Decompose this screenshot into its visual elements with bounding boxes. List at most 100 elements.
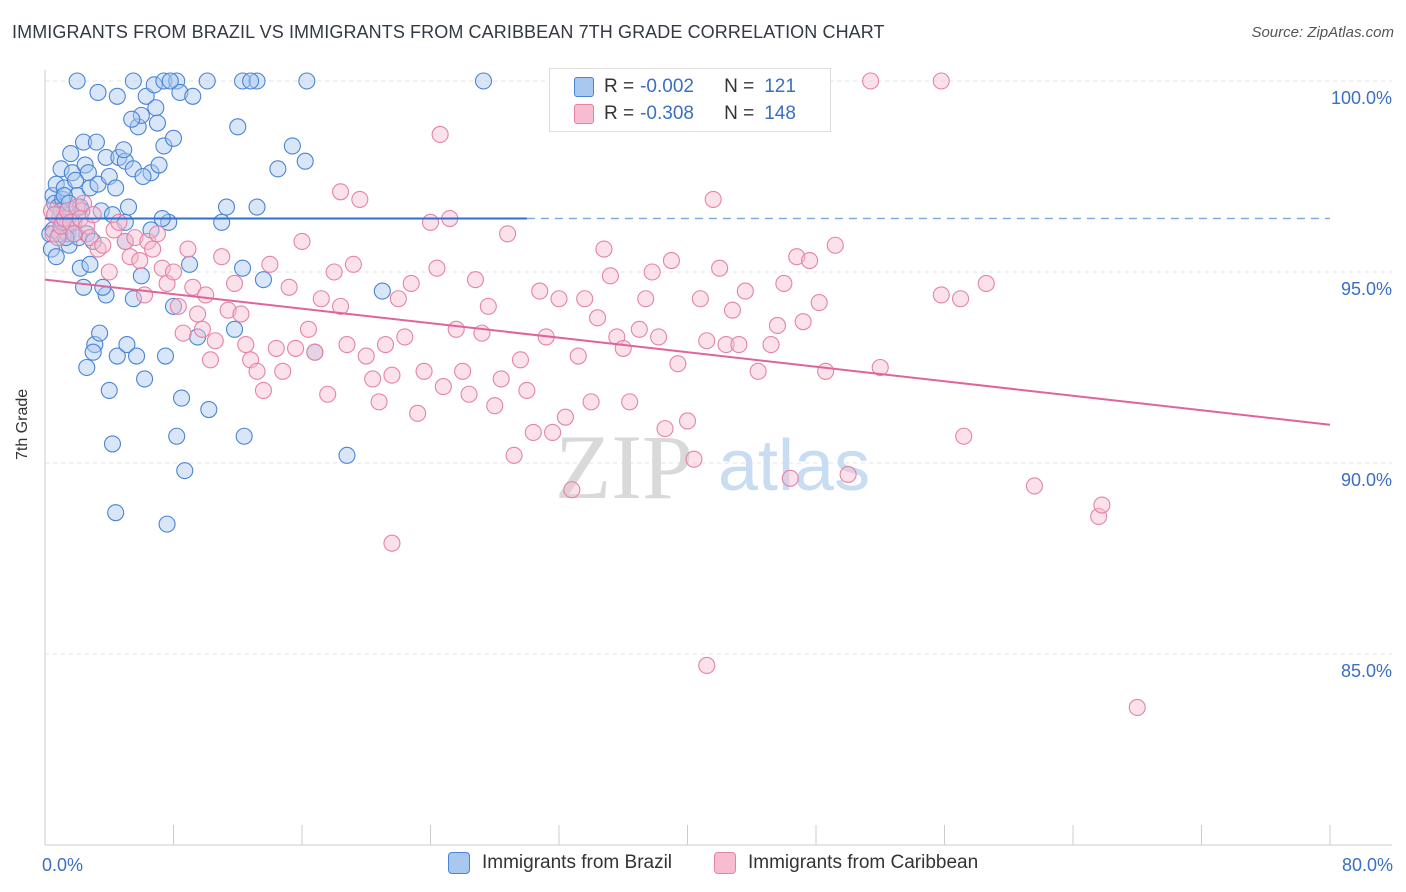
legend-swatch-caribbean	[574, 104, 594, 124]
brazil-point	[97, 148, 115, 166]
caribbean-point	[576, 290, 594, 308]
caribbean-point	[325, 263, 343, 281]
caribbean-point	[630, 320, 648, 338]
caribbean-point	[376, 336, 395, 354]
brazil-point	[81, 255, 99, 273]
brazil-point	[164, 297, 183, 315]
brazil-point	[119, 198, 138, 216]
brazil-point	[81, 179, 99, 197]
brazil-point	[103, 435, 122, 453]
legend-row-brazil: R = -0.002 N = 121	[574, 75, 796, 99]
caribbean-point	[479, 297, 497, 315]
caribbean-point	[254, 381, 273, 399]
caribbean-point	[977, 274, 995, 293]
caribbean-point	[357, 347, 375, 365]
caribbean-point	[569, 347, 587, 365]
caribbean-point	[421, 213, 440, 231]
caribbean-point	[312, 290, 330, 308]
brazil-point	[115, 141, 133, 159]
brazil-point	[298, 72, 316, 90]
caribbean-point	[650, 328, 668, 346]
brazil-point	[269, 160, 287, 178]
caribbean-point	[595, 240, 613, 258]
caribbean-point	[338, 336, 356, 354]
brazil-points	[41, 72, 493, 533]
watermark-zip: ZIP	[555, 416, 693, 518]
legend-n-label: N =	[724, 76, 755, 97]
caribbean-point	[189, 305, 207, 323]
bottom-swatch-caribbean	[714, 852, 736, 874]
brazil-point	[124, 290, 142, 308]
bottom-legend-label-caribbean: Immigrants from Caribbean	[748, 852, 979, 873]
y-tick-label: 100.0%	[1331, 88, 1392, 108]
caribbean-point	[389, 290, 407, 308]
caribbean-point	[237, 336, 255, 354]
bottom-legend-caribbean: Immigrants from Caribbean	[714, 852, 978, 874]
caribbean-point	[662, 251, 680, 270]
caribbean-point	[492, 370, 510, 388]
brazil-point	[373, 282, 391, 300]
bottom-swatch-brazil	[448, 852, 470, 874]
brazil-point	[234, 259, 252, 277]
caribbean-point	[293, 232, 311, 250]
caribbean-point	[656, 420, 674, 438]
chart-title: IMMIGRANTS FROM BRAZIL VS IMMIGRANTS FRO…	[12, 22, 885, 42]
caribbean-point	[287, 339, 305, 357]
caribbean-point	[201, 351, 219, 369]
bottom-legend-label-brazil: Immigrants from Brazil	[482, 852, 673, 873]
caribbean-point	[544, 423, 562, 441]
caribbean-point	[396, 328, 414, 346]
caribbean-point	[730, 336, 748, 354]
brazil-point	[75, 133, 93, 151]
stats-legend: R = -0.002 N = 121 R = -0.308 N = 148	[549, 68, 831, 132]
brazil-point	[158, 515, 176, 533]
caribbean-point	[614, 339, 632, 357]
brazil-point	[229, 118, 247, 136]
caribbean-points	[42, 72, 1146, 717]
caribbean-point	[364, 370, 382, 388]
brazil-point	[123, 110, 141, 128]
brazil-point	[474, 72, 493, 90]
caribbean-point	[213, 248, 231, 266]
caribbean-point	[447, 320, 465, 338]
caribbean-point	[862, 72, 880, 90]
caribbean-point	[261, 255, 279, 273]
brazil-point	[107, 504, 125, 522]
caribbean-point	[511, 351, 530, 369]
caribbean-point	[781, 469, 799, 487]
caribbean-point	[736, 282, 754, 300]
x-tick-label: 80.0%	[1342, 855, 1393, 875]
caribbean-point	[723, 301, 742, 319]
caribbean-point	[505, 446, 523, 464]
caribbean-point	[267, 339, 285, 357]
y-tick-label: 95.0%	[1341, 279, 1392, 299]
tick-labels: 85.0% 90.0% 95.0% 100.0% 0.0% 80.0%	[42, 88, 1393, 875]
trend-lines	[44, 217, 1331, 426]
brazil-point	[296, 152, 314, 170]
caribbean-point	[794, 313, 812, 331]
source-label: Source: ZipAtlas.com	[1251, 24, 1394, 41]
brazil-point	[171, 83, 189, 102]
caribbean-point	[164, 263, 183, 281]
caribbean-point	[810, 294, 828, 312]
caribbean-point	[75, 194, 93, 212]
caribbean-point	[466, 271, 485, 289]
caribbean-point	[299, 320, 317, 338]
caribbean-point	[550, 290, 568, 308]
caribbean-point	[370, 393, 388, 411]
legend-row-caribbean: R = -0.308 N = 148	[574, 102, 796, 126]
brazil-point	[148, 114, 166, 132]
caribbean-point	[331, 183, 350, 201]
brazil-point	[108, 347, 126, 365]
brazil-point	[181, 255, 199, 273]
brazil-point	[213, 213, 231, 231]
legend-n-label: N =	[724, 103, 755, 124]
caribbean-point	[184, 278, 202, 296]
caribbean-point	[197, 286, 215, 304]
caribbean-point	[952, 290, 970, 308]
brazil-point	[283, 137, 301, 155]
brazil-point	[132, 106, 150, 124]
brazil-point	[155, 72, 173, 90]
brazil-point	[124, 72, 142, 90]
caribbean-point	[691, 290, 709, 308]
